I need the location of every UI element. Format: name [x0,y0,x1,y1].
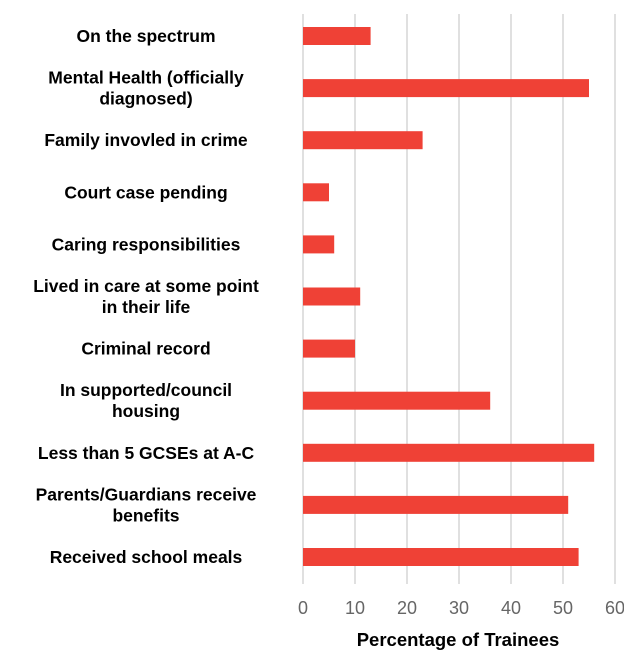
category-label: Received school meals [50,547,243,567]
bar [303,391,491,410]
category-label-line: Parents/Guardians receive [36,484,257,504]
category-label-line: in their life [102,297,191,317]
x-tick-label: 30 [449,598,469,618]
category-label: Lived in care at some point in their life [33,276,259,317]
category-label: Criminal record [81,339,210,359]
gridlines [302,14,616,584]
bar [303,183,329,202]
bars [303,27,595,566]
x-tick-labels: 0 10 20 30 40 50 60 [298,598,624,618]
category-label-line: Criminal record [81,339,210,359]
category-label: On the spectrum [76,26,215,46]
category-label-line: In supported/council [60,380,232,400]
bar [303,548,579,566]
category-label: Mental Health (officially diagnosed) [48,68,244,109]
x-tick-label: 50 [553,598,573,618]
x-tick-label: 10 [345,598,365,618]
x-tick-label: 0 [298,598,308,618]
bar [303,339,355,358]
category-label-line: benefits [112,505,179,525]
x-axis-title: Percentage of Trainees [357,629,560,650]
x-tick-label: 20 [397,598,417,618]
bar [303,235,335,254]
bar [303,287,361,306]
bar [303,443,595,462]
category-label: Family invovled in crime [44,130,248,150]
category-label: Court case pending [64,182,227,202]
x-tick-label: 60 [605,598,624,618]
category-label: Parents/Guardians receive benefits [36,484,257,525]
category-label-line: housing [112,401,180,421]
category-label-line: Received school meals [50,547,243,567]
category-label: Caring responsibilities [52,234,241,254]
category-label-line: Family invovled in crime [44,130,248,150]
category-label: Less than 5 GCSEs at A-C [38,443,255,463]
category-label-line: diagnosed) [99,89,192,109]
category-labels: On the spectrum Mental Health (officially… [33,26,259,567]
x-tick-label: 40 [501,598,521,618]
category-label: In supported/council housing [60,380,232,421]
category-label-line: Caring responsibilities [52,234,241,254]
category-label-line: Court case pending [64,182,227,202]
bar [303,79,589,98]
bar [303,131,423,150]
bar [303,495,569,514]
category-label-line: Less than 5 GCSEs at A-C [38,443,255,463]
bar [303,27,371,45]
category-label-line: Mental Health (officially [48,68,244,88]
category-label-line: On the spectrum [76,26,215,46]
category-label-line: Lived in care at some point [33,276,259,296]
